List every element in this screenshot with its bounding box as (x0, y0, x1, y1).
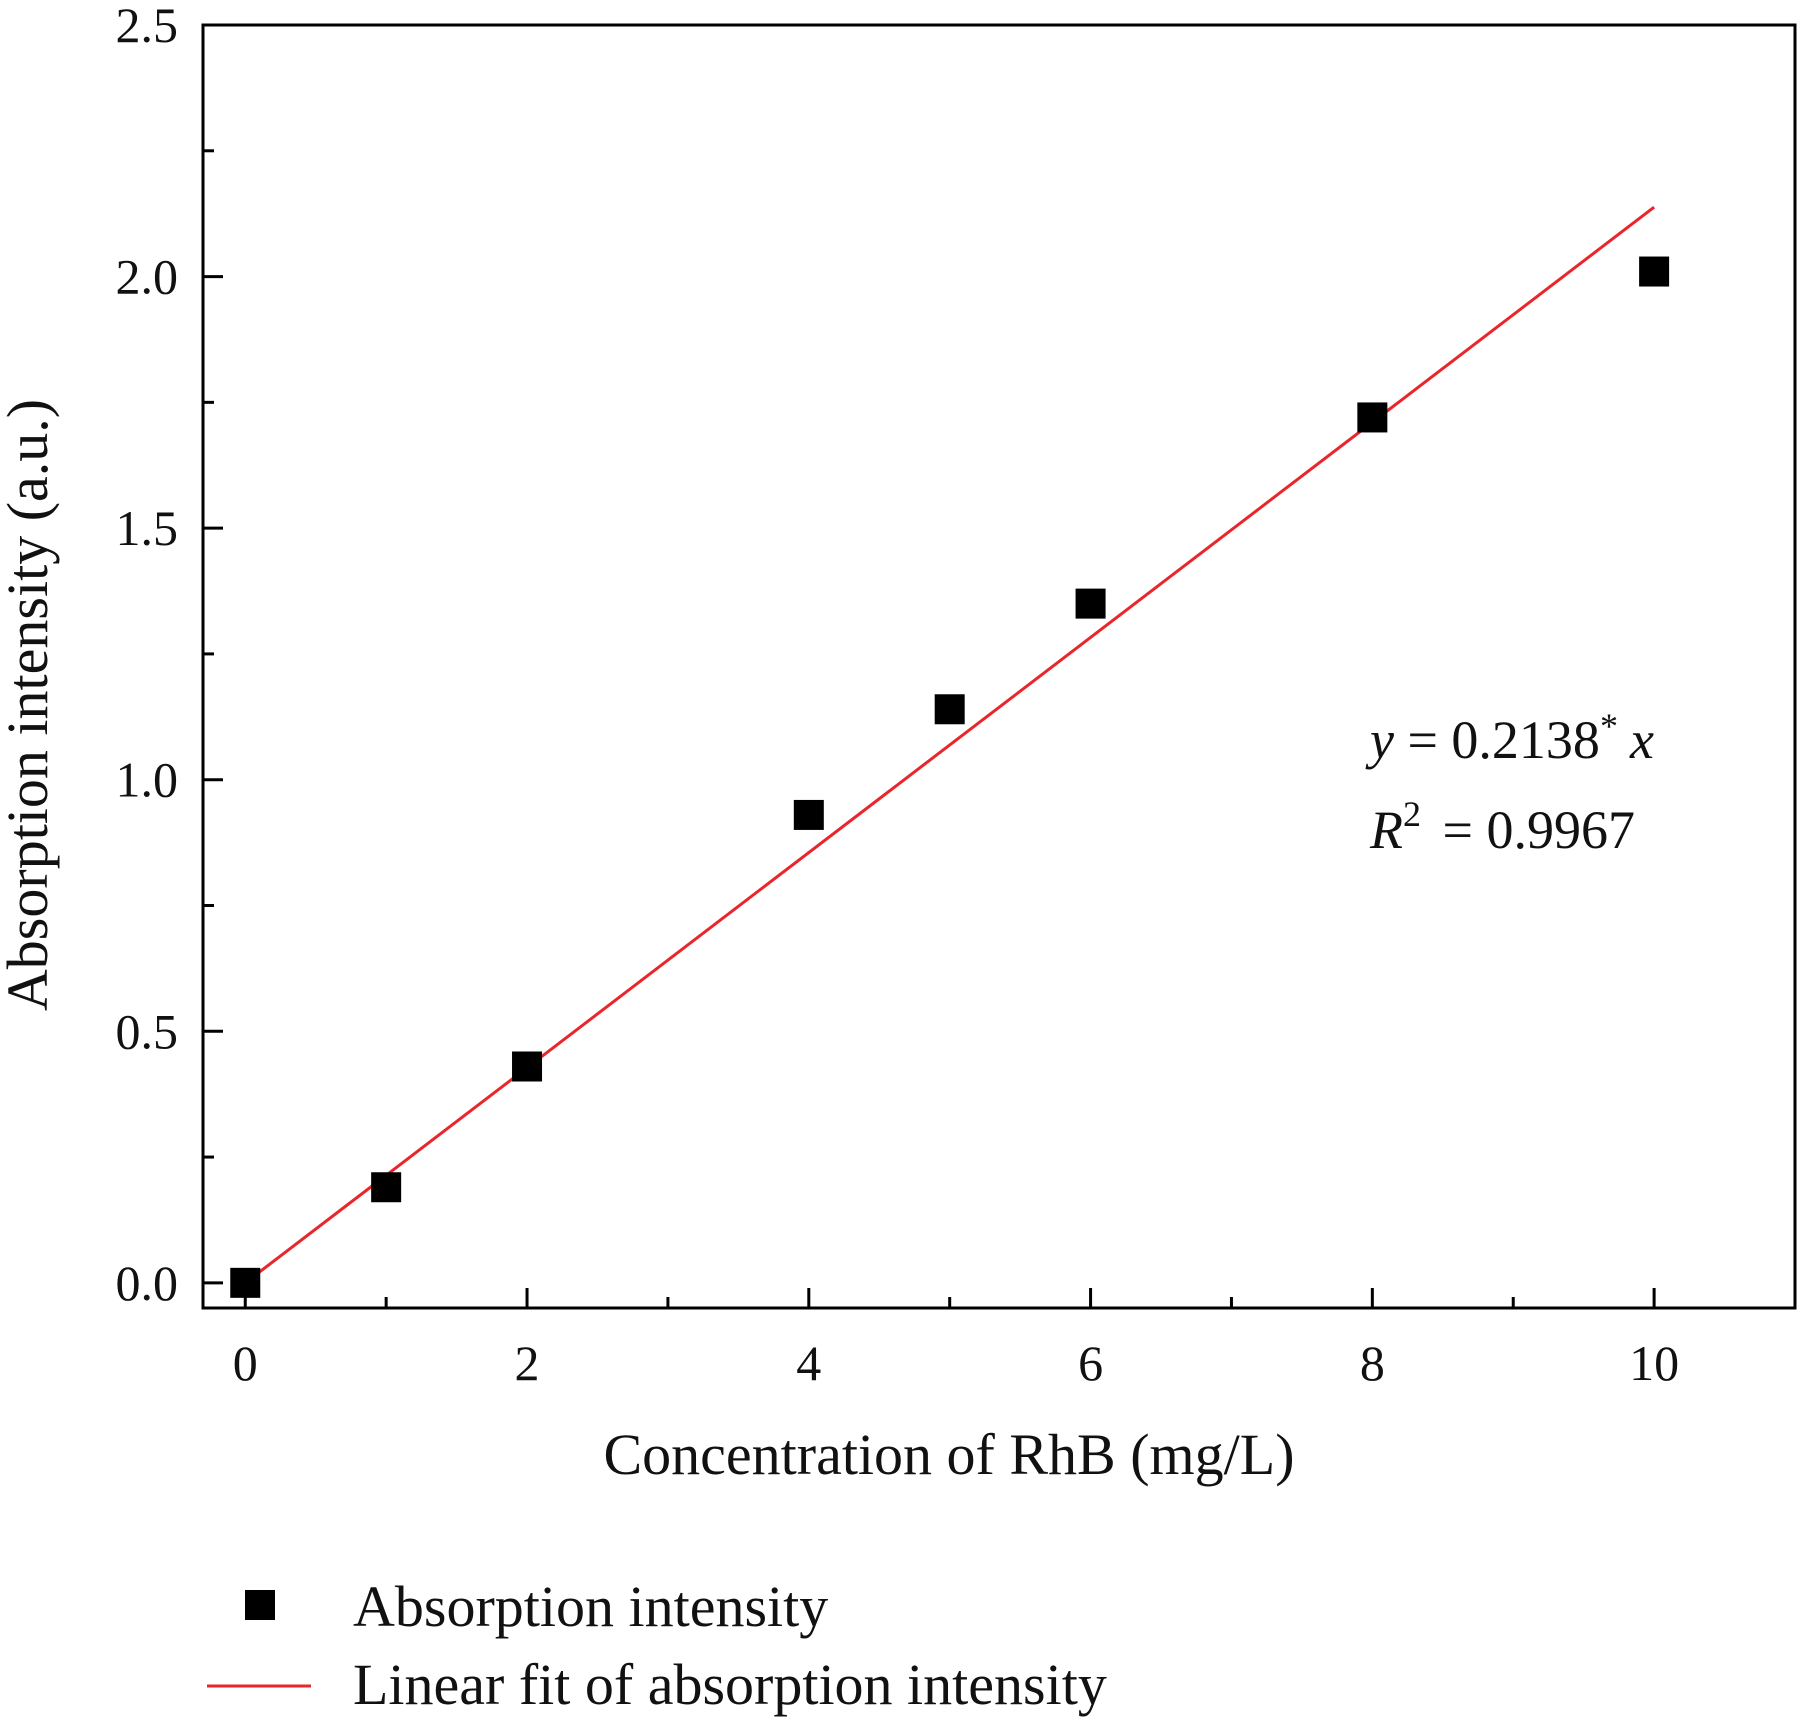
data-point (1075, 588, 1106, 619)
data-point (230, 1267, 261, 1298)
linear-fit-line (244, 205, 1656, 1285)
data-points-layer (230, 256, 1670, 1298)
x-tick-label: 6 (1078, 1335, 1103, 1391)
x-axis-title: Concentration of RhB (mg/L) (603, 1422, 1294, 1487)
r-symbol: R (1369, 800, 1403, 860)
equation-y-symbol: y (1365, 710, 1394, 770)
r-squared-value: = 0.9967 (1429, 800, 1635, 860)
data-point (934, 694, 965, 725)
legend-label-absorption: Absorption intensity (353, 1574, 828, 1639)
equation-x-symbol: x (1629, 710, 1654, 770)
r-squared-annotation: R2 = 0.9967 (1369, 794, 1635, 860)
x-tick-label: 4 (796, 1335, 821, 1391)
x-tick-label: 0 (233, 1335, 258, 1391)
r-squared-exponent: 2 (1403, 794, 1421, 834)
y-tick-label: 1.5 (116, 500, 179, 556)
y-tick-label: 1.0 (116, 752, 179, 808)
data-point (1357, 402, 1388, 433)
x-tick-label: 10 (1629, 1335, 1679, 1391)
fit-line-layer (244, 205, 1656, 1285)
x-tick-label: 2 (515, 1335, 540, 1391)
y-axis-title: Absorption intensity (a.u.) (0, 399, 60, 1011)
legend-marker-square (245, 1590, 275, 1620)
x-tick-label: 8 (1360, 1335, 1385, 1391)
data-point (1639, 256, 1670, 287)
fit-equation: y = 0.2138* x (1365, 706, 1654, 770)
y-axis: 0.0 0.5 1.0 1.5 2.0 2.5 (116, 0, 223, 1311)
equation-coefficient: = 0.2138 (1394, 710, 1600, 770)
y-tick-label: 0.5 (116, 1003, 179, 1059)
data-point (371, 1172, 402, 1203)
plot-frame (201, 23, 1797, 1310)
y-tick-label: 2.5 (116, 0, 179, 53)
y-tick-label: 0.0 (116, 1255, 179, 1311)
y-tick-label: 2.0 (116, 249, 179, 305)
legend: Absorption intensity Linear fit of absor… (207, 1574, 1107, 1717)
data-point (793, 799, 824, 830)
equation-asterisk: * (1600, 706, 1618, 746)
legend-label-linear-fit: Linear fit of absorption intensity (353, 1652, 1107, 1717)
data-point (512, 1051, 543, 1082)
x-axis: 0 2 4 6 8 10 (233, 1288, 1679, 1391)
